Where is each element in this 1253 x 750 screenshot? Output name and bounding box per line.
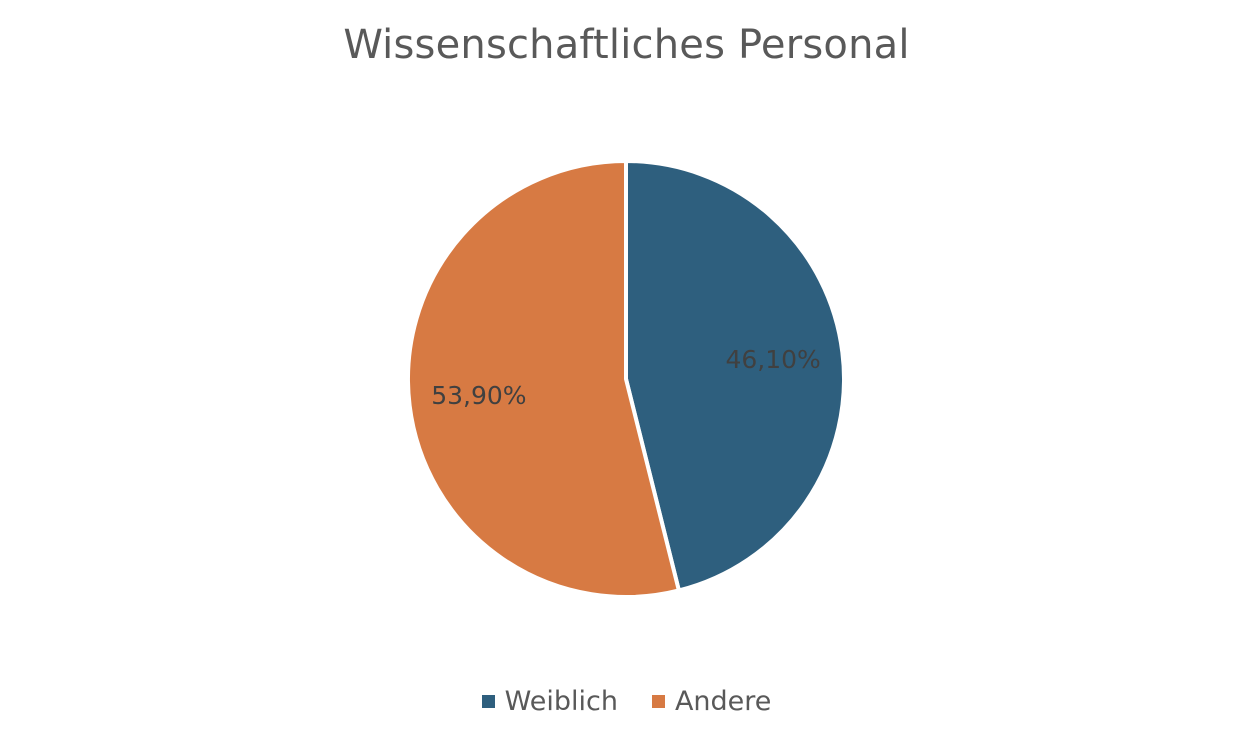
data-label-weiblich: 46,10%: [725, 345, 820, 374]
pie-slice-andere: [406, 159, 681, 599]
legend-swatch-andere: [651, 695, 665, 708]
legend-label-weiblich: Weiblich: [504, 686, 618, 717]
legend-label-andere: Andere: [674, 686, 772, 717]
pie-slice-weiblich: [624, 159, 846, 593]
legend-swatch-weiblich: [481, 695, 495, 708]
legend-item-andere: Andere: [651, 686, 772, 717]
chart-legend: Weiblich Andere: [0, 686, 1253, 717]
legend-item-weiblich: Weiblich: [481, 686, 618, 717]
data-label-andere: 53,90%: [431, 381, 526, 410]
chart-title: Wissenschaftliches Personal: [343, 22, 910, 68]
